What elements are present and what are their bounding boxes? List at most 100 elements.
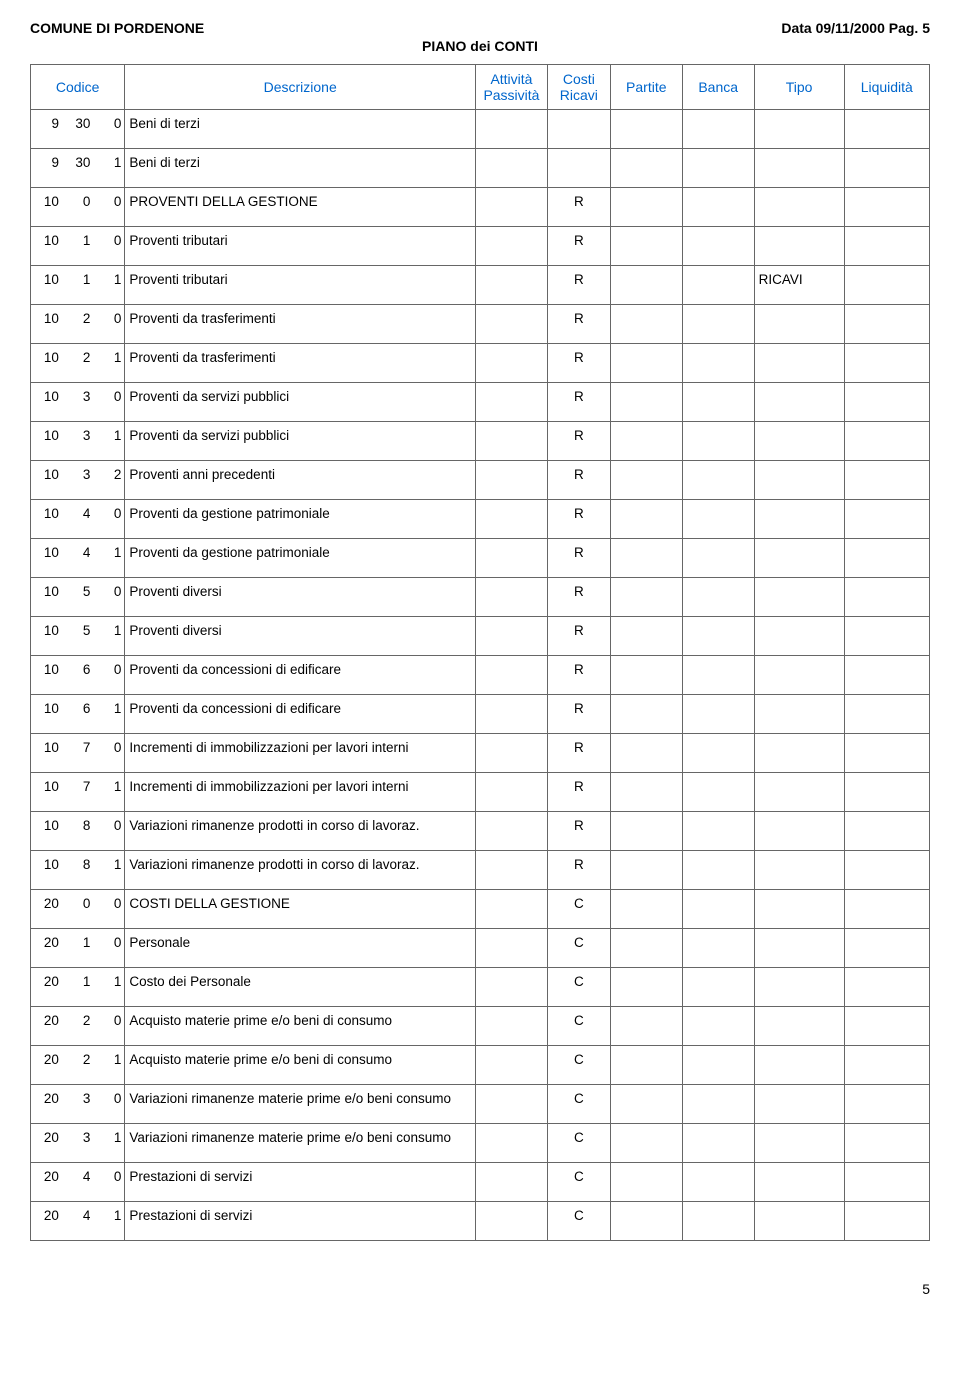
col-codice: Codice	[31, 65, 125, 110]
cell-liquidita	[844, 110, 929, 149]
cell-banca	[682, 383, 754, 422]
cell-liquidita	[844, 695, 929, 734]
cell-partite	[610, 539, 682, 578]
cell-partite	[610, 1163, 682, 1202]
cell-code-a: 20	[31, 1163, 62, 1202]
cell-partite	[610, 227, 682, 266]
cell-attivita	[476, 695, 548, 734]
cell-code-b: 5	[62, 578, 93, 617]
cell-descrizione: Variazioni rimanenze materie prime e/o b…	[125, 1085, 476, 1124]
cell-descrizione: Variazioni rimanenze prodotti in corso d…	[125, 812, 476, 851]
cell-banca	[682, 1163, 754, 1202]
cell-liquidita	[844, 890, 929, 929]
cell-code-c: 1	[93, 773, 124, 812]
cell-code-a: 10	[31, 266, 62, 305]
cell-code-b: 4	[62, 1163, 93, 1202]
cell-code-b: 1	[62, 929, 93, 968]
cell-banca	[682, 617, 754, 656]
cell-attivita	[476, 305, 548, 344]
cell-code-a: 10	[31, 773, 62, 812]
cell-costi: R	[547, 617, 610, 656]
cell-code-a: 10	[31, 500, 62, 539]
cell-tipo	[754, 110, 844, 149]
table-row: 1070Incrementi di immobilizzazioni per l…	[31, 734, 930, 773]
cell-costi: R	[547, 188, 610, 227]
cell-liquidita	[844, 578, 929, 617]
table-header-row: Codice Descrizione Attività Passività Co…	[31, 65, 930, 110]
cell-costi: R	[547, 461, 610, 500]
cell-code-a: 20	[31, 1124, 62, 1163]
cell-code-a: 10	[31, 539, 62, 578]
cell-attivita	[476, 383, 548, 422]
cell-tipo	[754, 1085, 844, 1124]
cell-code-a: 10	[31, 578, 62, 617]
cell-liquidita	[844, 461, 929, 500]
cell-tipo	[754, 617, 844, 656]
cell-attivita	[476, 149, 548, 188]
cell-liquidita	[844, 929, 929, 968]
cell-costi: R	[547, 539, 610, 578]
cell-attivita	[476, 266, 548, 305]
cell-attivita	[476, 890, 548, 929]
col-tipo: Tipo	[754, 65, 844, 110]
cell-partite	[610, 695, 682, 734]
cell-code-a: 10	[31, 188, 62, 227]
cell-partite	[610, 773, 682, 812]
cell-code-c: 1	[93, 695, 124, 734]
cell-code-b: 2	[62, 344, 93, 383]
cell-tipo	[754, 500, 844, 539]
cell-code-b: 0	[62, 890, 93, 929]
cell-code-a: 20	[31, 968, 62, 1007]
cell-attivita	[476, 812, 548, 851]
cell-descrizione: Proventi anni precedenti	[125, 461, 476, 500]
cell-descrizione: Proventi da servizi pubblici	[125, 422, 476, 461]
cell-descrizione: PROVENTI DELLA GESTIONE	[125, 188, 476, 227]
cell-liquidita	[844, 227, 929, 266]
col-partite: Partite	[610, 65, 682, 110]
cell-code-a: 10	[31, 227, 62, 266]
cell-code-c: 0	[93, 305, 124, 344]
cell-code-a: 20	[31, 1202, 62, 1241]
table-row: 1011Proventi tributariRRICAVI	[31, 266, 930, 305]
cell-tipo	[754, 1202, 844, 1241]
cell-attivita	[476, 656, 548, 695]
cell-banca	[682, 110, 754, 149]
table-row: 1010Proventi tributariR	[31, 227, 930, 266]
cell-costi: R	[547, 383, 610, 422]
cell-tipo	[754, 695, 844, 734]
cell-banca	[682, 1124, 754, 1163]
cell-costi: R	[547, 734, 610, 773]
cell-liquidita	[844, 344, 929, 383]
cell-descrizione: Proventi da gestione patrimoniale	[125, 539, 476, 578]
cell-code-a: 20	[31, 1085, 62, 1124]
cell-banca	[682, 461, 754, 500]
cell-tipo	[754, 1163, 844, 1202]
cell-liquidita	[844, 539, 929, 578]
cell-code-a: 10	[31, 695, 62, 734]
cell-banca	[682, 1085, 754, 1124]
cell-tipo	[754, 929, 844, 968]
cell-tipo	[754, 1007, 844, 1046]
cell-code-c: 0	[93, 188, 124, 227]
cell-code-c: 1	[93, 266, 124, 305]
cell-banca	[682, 188, 754, 227]
cell-banca	[682, 1007, 754, 1046]
cell-liquidita	[844, 773, 929, 812]
cell-liquidita	[844, 656, 929, 695]
cell-attivita	[476, 344, 548, 383]
cell-code-c: 1	[93, 344, 124, 383]
cell-code-b: 8	[62, 812, 93, 851]
cell-partite	[610, 617, 682, 656]
cell-costi: R	[547, 656, 610, 695]
table-row: 1050Proventi diversiR	[31, 578, 930, 617]
cell-banca	[682, 227, 754, 266]
cell-liquidita	[844, 305, 929, 344]
table-row: 2040Prestazioni di serviziC	[31, 1163, 930, 1202]
cell-partite	[610, 1007, 682, 1046]
cell-code-a: 20	[31, 890, 62, 929]
cell-tipo	[754, 539, 844, 578]
cell-liquidita	[844, 500, 929, 539]
cell-descrizione: Proventi da concessioni di edificare	[125, 656, 476, 695]
cell-code-a: 10	[31, 851, 62, 890]
cell-tipo	[754, 383, 844, 422]
